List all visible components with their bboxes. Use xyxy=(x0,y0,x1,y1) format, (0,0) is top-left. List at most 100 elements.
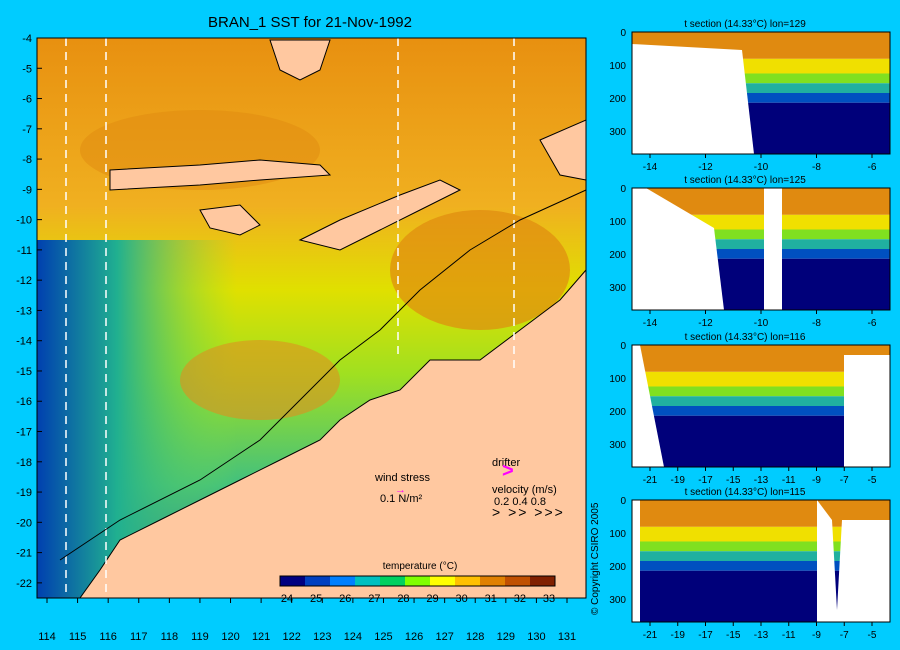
section-x-tick: -7 xyxy=(840,475,849,486)
section-x-tick: -6 xyxy=(868,318,877,329)
section-y-tick: 300 xyxy=(609,595,626,606)
lat-tick-label: -11 xyxy=(17,245,32,257)
colorbar-cell xyxy=(380,576,406,586)
lon-tick-label: 129 xyxy=(497,631,515,643)
section-y-tick: 200 xyxy=(609,407,626,418)
section-x-tick: -8 xyxy=(812,318,821,329)
lat-tick-label: -15 xyxy=(16,366,32,378)
island-sumba xyxy=(199,204,261,236)
wind-stress-label: wind stress xyxy=(375,472,431,484)
colorbar-cell xyxy=(305,576,331,586)
colorbar-tick-label: 27 xyxy=(368,593,380,605)
section-x-tick: -19 xyxy=(671,475,686,486)
sst-map: -4 -5 -6 -7 -8 -9 -10 -11 -12 -13 -14 -15 -16 -17 -18 -… xyxy=(16,33,587,643)
section-panel: t section (14.33°C) lon=125 0 100 200 300 -14… xyxy=(609,175,891,329)
lon-tick-label: 125 xyxy=(374,631,392,643)
section-x-tick: -21 xyxy=(643,475,658,486)
section-x-tick: -5 xyxy=(868,630,877,641)
section-y-tick: 0 xyxy=(620,341,626,352)
section-x-tick: -21 xyxy=(643,630,658,641)
velocity-arrows-icon: > >> >>> xyxy=(492,504,565,520)
lon-tick-label: 122 xyxy=(283,631,301,643)
section-y-tick: 200 xyxy=(609,250,626,261)
velocity-label: velocity (m/s) xyxy=(492,484,557,496)
wind-stress-arrow: → xyxy=(395,484,406,496)
colorbar-tick-label: 28 xyxy=(397,593,409,605)
wind-stress-value: 0.1 N/m² xyxy=(380,493,423,505)
lat-tick-label: -6 xyxy=(22,94,32,106)
lon-tick-label: 126 xyxy=(405,631,423,643)
section-y-tick: 200 xyxy=(609,94,626,105)
colorbar-tick-label: 25 xyxy=(310,593,322,605)
island-north xyxy=(269,39,331,81)
colorbar-cell xyxy=(455,576,481,586)
lon-tick-label: 131 xyxy=(558,631,576,643)
lat-tick-label: -7 xyxy=(22,124,32,136)
section-x-tick: -14 xyxy=(643,318,658,329)
lat-tick-label: -8 xyxy=(22,154,32,166)
copyright-text: © Copyright CSIRO 2005 xyxy=(590,502,601,615)
lat-tick-label: -21 xyxy=(16,548,32,560)
section-x-tick: -6 xyxy=(868,162,877,173)
section-y-tick: 0 xyxy=(620,496,626,507)
section-y-tick: 100 xyxy=(609,61,626,72)
section-y-tick: 100 xyxy=(609,217,626,228)
colorbar-tick-label: 29 xyxy=(426,593,438,605)
section-x-tick: -15 xyxy=(726,475,741,486)
section-y-tick: 100 xyxy=(609,374,626,385)
lat-tick-label: -4 xyxy=(22,33,32,45)
section-y-tick: 300 xyxy=(609,127,626,138)
lon-tick-label: 127 xyxy=(435,631,453,643)
section-title: t section (14.33°C) lon=129 xyxy=(684,19,806,30)
section-x-tick: -5 xyxy=(868,475,877,486)
section-x-tick: -17 xyxy=(698,630,713,641)
section-x-tick: -10 xyxy=(754,318,769,329)
colorbar-tick-label: 24 xyxy=(281,593,293,605)
colorbar-cell xyxy=(355,576,381,586)
section-x-tick: -15 xyxy=(726,630,741,641)
t-sections: t section (14.33°C) lon=129 0 100 200 300 -14… xyxy=(609,19,891,641)
island-flores xyxy=(109,159,332,191)
lon-tick-label: 120 xyxy=(221,631,239,643)
colorbar-tick-label: 31 xyxy=(485,593,497,605)
section-title: t section (14.33°C) lon=115 xyxy=(685,487,806,498)
section-y-tick: 0 xyxy=(620,184,626,195)
section-y-tick: 300 xyxy=(609,283,626,294)
section-panel: t section (14.33°C) lon=129 0 100 200 300 -14… xyxy=(609,19,891,173)
section-x-tick: -19 xyxy=(671,630,686,641)
lat-tick-label: -12 xyxy=(16,275,32,287)
lat-tick-label: -22 xyxy=(16,578,32,590)
section-y-tick: 200 xyxy=(609,562,626,573)
section-title: t section (14.33°C) lon=116 xyxy=(685,332,806,343)
australia-land xyxy=(79,268,587,599)
island-timor xyxy=(298,179,462,251)
lon-tick-label: 116 xyxy=(99,631,117,643)
section-x-tick: -7 xyxy=(840,630,849,641)
colorbar-tick-label: 30 xyxy=(456,593,468,605)
colorbar-label: temperature (°C) xyxy=(383,561,458,572)
colorbar-cell xyxy=(430,576,456,586)
lat-tick-label: -9 xyxy=(22,184,32,196)
lat-tick-label: -13 xyxy=(16,305,32,317)
section-x-tick: -12 xyxy=(698,318,713,329)
lon-tick-label: 118 xyxy=(161,631,179,643)
colorbar-cell xyxy=(530,576,556,586)
section-x-tick: -17 xyxy=(698,475,713,486)
section-x-tick: -13 xyxy=(754,475,769,486)
lat-tick-label: -20 xyxy=(16,517,32,529)
lat-tick-label: -19 xyxy=(16,487,32,499)
lon-tick-label: 130 xyxy=(527,631,545,643)
section-y-tick: 300 xyxy=(609,440,626,451)
colorbar-cell xyxy=(330,576,356,586)
velocity-values: 0.2 0.4 0.8 xyxy=(494,496,546,508)
colorbar-tick-label: 26 xyxy=(339,593,351,605)
lon-tick-label: 114 xyxy=(38,631,56,643)
lat-tick-label: -16 xyxy=(16,396,32,408)
section-y-tick: 0 xyxy=(620,28,626,39)
colorbar-cell xyxy=(480,576,506,586)
section-panel: t section (14.33°C) lon=115 0 100 200 300 -21… xyxy=(609,487,891,641)
map-title: BRAN_1 SST for 21-Nov-1992 xyxy=(208,14,412,31)
section-x-tick: -11 xyxy=(782,475,796,486)
section-x-tick: -9 xyxy=(812,630,821,641)
colorbar: temperature (°C) 24 25 26 27 28 29 30 31 32 33 xyxy=(279,561,556,605)
